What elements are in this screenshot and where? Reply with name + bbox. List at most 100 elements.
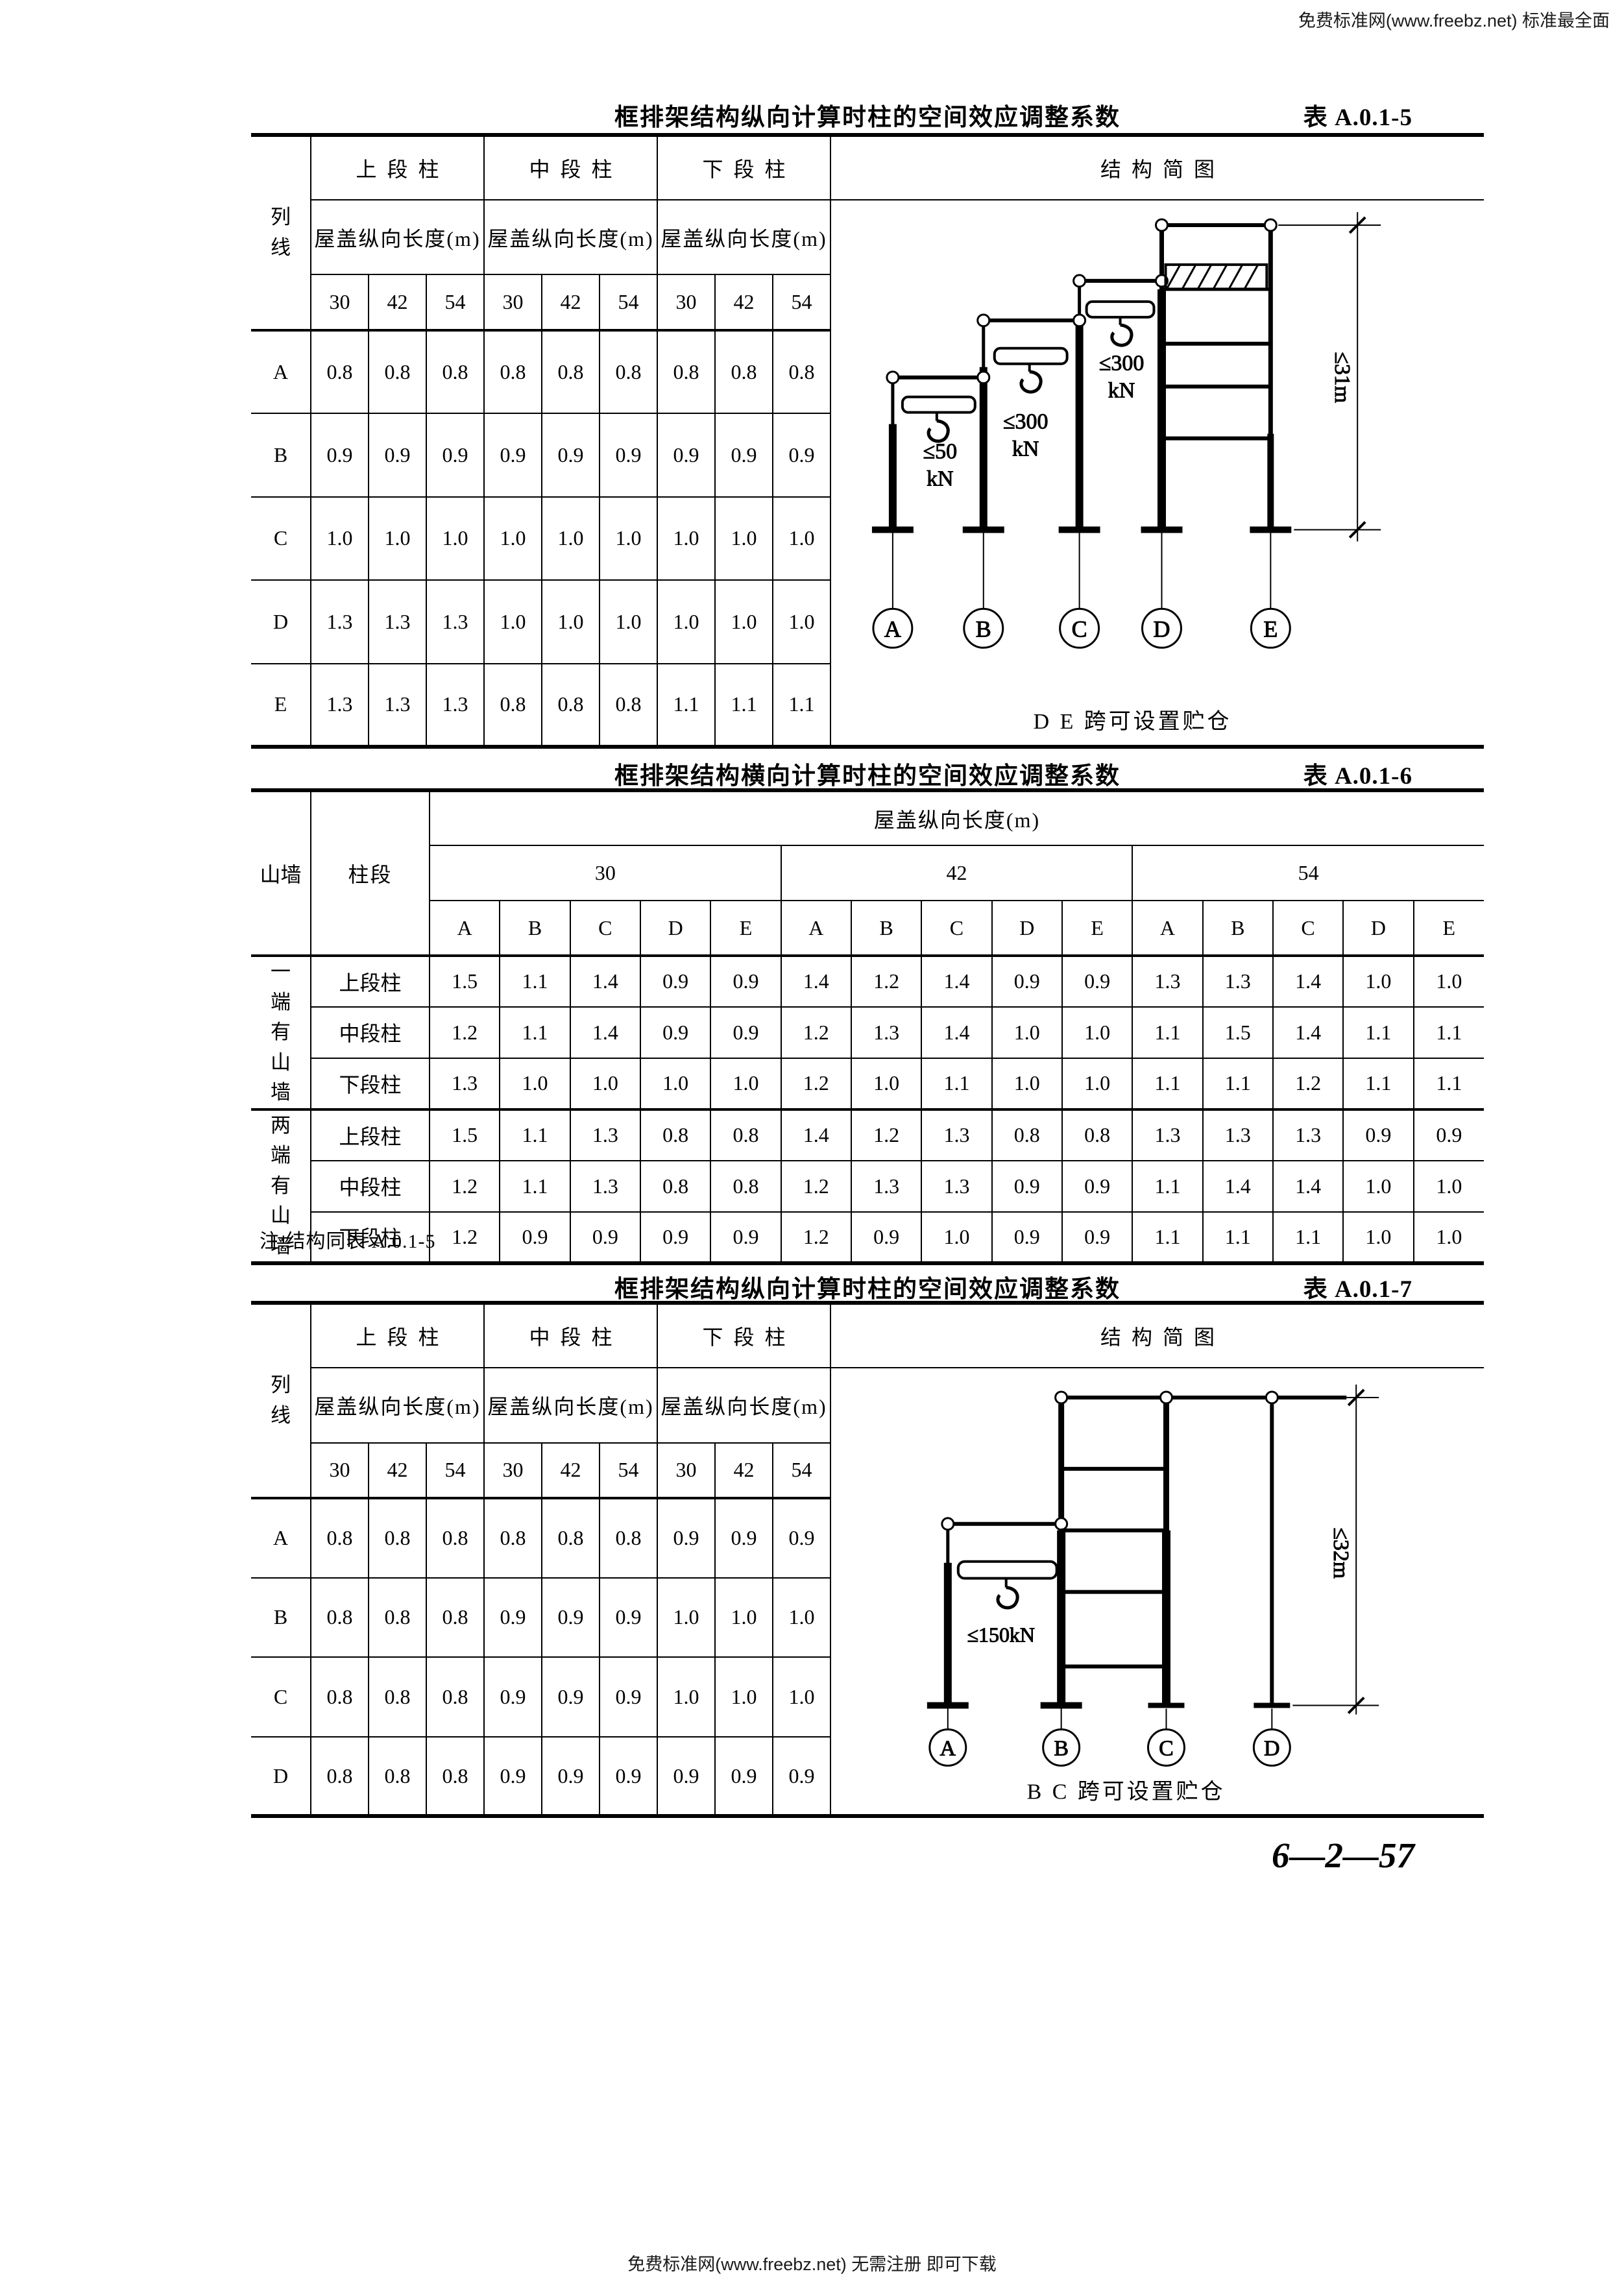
value-cell: 0.8 [599,1497,659,1579]
value-cell: 0.8 [599,329,659,415]
value-cell: 1.0 [599,579,659,664]
value-cell: 1.0 [569,1057,641,1110]
table-row: A 0.8 0.8 0.8 0.8 0.8 0.8 0.9 0.9 0.9 [251,1497,1484,1579]
value-cell: 1.0 [639,1057,712,1110]
table7: 列线 上段柱 中段柱 下段柱 结构简图 屋盖纵向长度(m) 屋盖纵向长度(m) … [251,1301,1485,1819]
value-cell: 0.9 [1061,955,1133,1008]
value-cell: 1.3 [1202,955,1274,1008]
height-dimension-label: ≤32m [1329,1527,1353,1579]
value-cell: 0.8 [310,329,369,415]
table5-group-middle: 中段柱 [483,134,659,200]
value-cell: 0.8 [483,329,543,415]
value-cell: 0.9 [639,1006,712,1059]
crane-ab: ≤50 kN [901,395,976,491]
value-cell: 1.1 [1132,1006,1204,1059]
value-cell: 0.8 [425,329,485,415]
height-dimension-label: ≤31m [1330,352,1354,403]
value-cell: 1.3 [368,579,427,664]
value-cell: 1.2 [428,1211,501,1265]
value-cell: 1.4 [1272,1159,1344,1213]
table6-title-row: 框排架结构横向计算时柱的空间效应调整系数 表 A.0.1-6 [251,756,1484,791]
value-cell: 1.0 [1061,1006,1133,1059]
axis-col: E [710,900,782,957]
table7-length-header: 屋盖纵向长度(m) [657,1367,832,1444]
value-cell: 0.8 [541,329,601,415]
table7-row-header: 列线 [251,1302,311,1499]
value-cell: 1.0 [499,1057,571,1110]
table-row: A 0.8 0.8 0.8 0.8 0.8 0.8 0.8 0.8 0.8 [251,329,1484,415]
value-cell: 1.3 [1202,1108,1274,1161]
row-label: D [251,579,311,664]
length-col: 30 [311,274,369,332]
row-label: D [251,1736,311,1817]
axis-col: C [1272,900,1344,957]
value-cell: 1.0 [1342,1211,1414,1265]
length-col: 42 [368,1442,427,1499]
value-cell: 1.3 [425,579,485,664]
value-cell: 1.1 [1202,1057,1274,1110]
value-cell: 0.9 [772,413,831,498]
value-cell: 1.0 [710,1057,782,1110]
axis-label-a: A [940,1736,956,1760]
segment-label: 下段柱 [311,1211,430,1265]
storage-bin-hatch [1164,263,1268,291]
value-cell: 0.8 [639,1108,712,1161]
value-cell: 0.9 [657,413,716,498]
length-group: 30 [430,845,782,901]
crane-ab-load: ≤50 [923,440,958,464]
value-cell: 1.2 [850,955,923,1008]
value-cell: 1.2 [780,1211,852,1265]
value-cell: 0.8 [714,329,774,415]
value-cell: 1.3 [569,1159,641,1213]
axis-col: C [921,900,993,957]
value-cell: 0.8 [541,1497,601,1579]
value-cell: 0.8 [368,1736,427,1817]
header-site-note: 免费标准网(www.freebz.net) 标准最全面 [1298,11,1610,30]
value-cell: 1.2 [428,1159,501,1213]
table5-diagram-header: 结构简图 [830,134,1485,200]
table-row: 下段柱 1.2 0.9 0.9 0.9 0.9 1.2 0.9 1.0 0.9 0.9 1.1 1.1… [251,1211,1485,1265]
value-cell: 1.1 [499,1159,571,1213]
value-cell: 0.8 [991,1108,1063,1161]
value-cell: 0.9 [483,1736,543,1817]
table6-note: 注:结构同表 A.0.1-5 [260,1231,436,1252]
value-cell: 1.2 [428,1006,501,1059]
footings [871,526,1292,609]
table5-title-row: 框排架结构纵向计算时柱的空间效应调整系数 表 A.0.1-5 [251,97,1484,132]
table5-row-header: 列线 [251,134,311,332]
crane-bc: ≤300 kN [993,346,1069,461]
value-cell: 1.3 [1272,1108,1344,1161]
value-cell: 1.1 [1272,1211,1344,1265]
value-cell: 0.9 [569,1211,641,1265]
value-cell: 1.1 [1412,1057,1485,1110]
crane-bc-unit: kN [1012,437,1039,461]
value-cell: 1.0 [714,579,774,664]
footings [927,1702,1291,1730]
table-row: 一端有山墙 上段柱 1.5 1.1 1.4 0.9 0.9 1.4 1.2 1.4 0.9 0.9… [251,955,1485,1110]
value-cell: 1.0 [541,496,601,581]
value-cell: 1.3 [310,662,369,748]
table-row: E 1.3 1.3 1.3 0.8 0.8 0.8 1.1 1.1 1.1 [251,662,1484,748]
table5-group-lower: 下段柱 [657,134,832,200]
roof-beams [886,218,1278,385]
value-cell: 1.1 [772,662,831,748]
value-cell: 0.9 [991,1211,1063,1265]
value-cell: 0.8 [310,1736,369,1817]
axis-col: A [780,900,852,957]
table7-structure-diagram: ≤150kN A B C D [830,1366,1485,1817]
value-cell: 0.8 [657,329,716,415]
height-dimension: ≤31m [1278,212,1381,542]
length-group: 42 [780,845,1133,901]
table5-structure-diagram: ≤50 kN ≤300 kN ≤300 [830,199,1485,748]
axis-col: E [1412,900,1485,957]
segment-label: 下段柱 [311,1057,430,1110]
crane-cd: ≤300 kN [1085,300,1156,403]
axis-col: A [430,900,501,957]
value-cell: 0.9 [599,1736,659,1817]
value-cell: 1.0 [657,1577,716,1658]
table7-group-upper: 上段柱 [309,1302,485,1368]
value-cell: 0.9 [991,1159,1063,1213]
axis-label-c: C [1159,1736,1174,1760]
axis-col: D [991,900,1063,957]
